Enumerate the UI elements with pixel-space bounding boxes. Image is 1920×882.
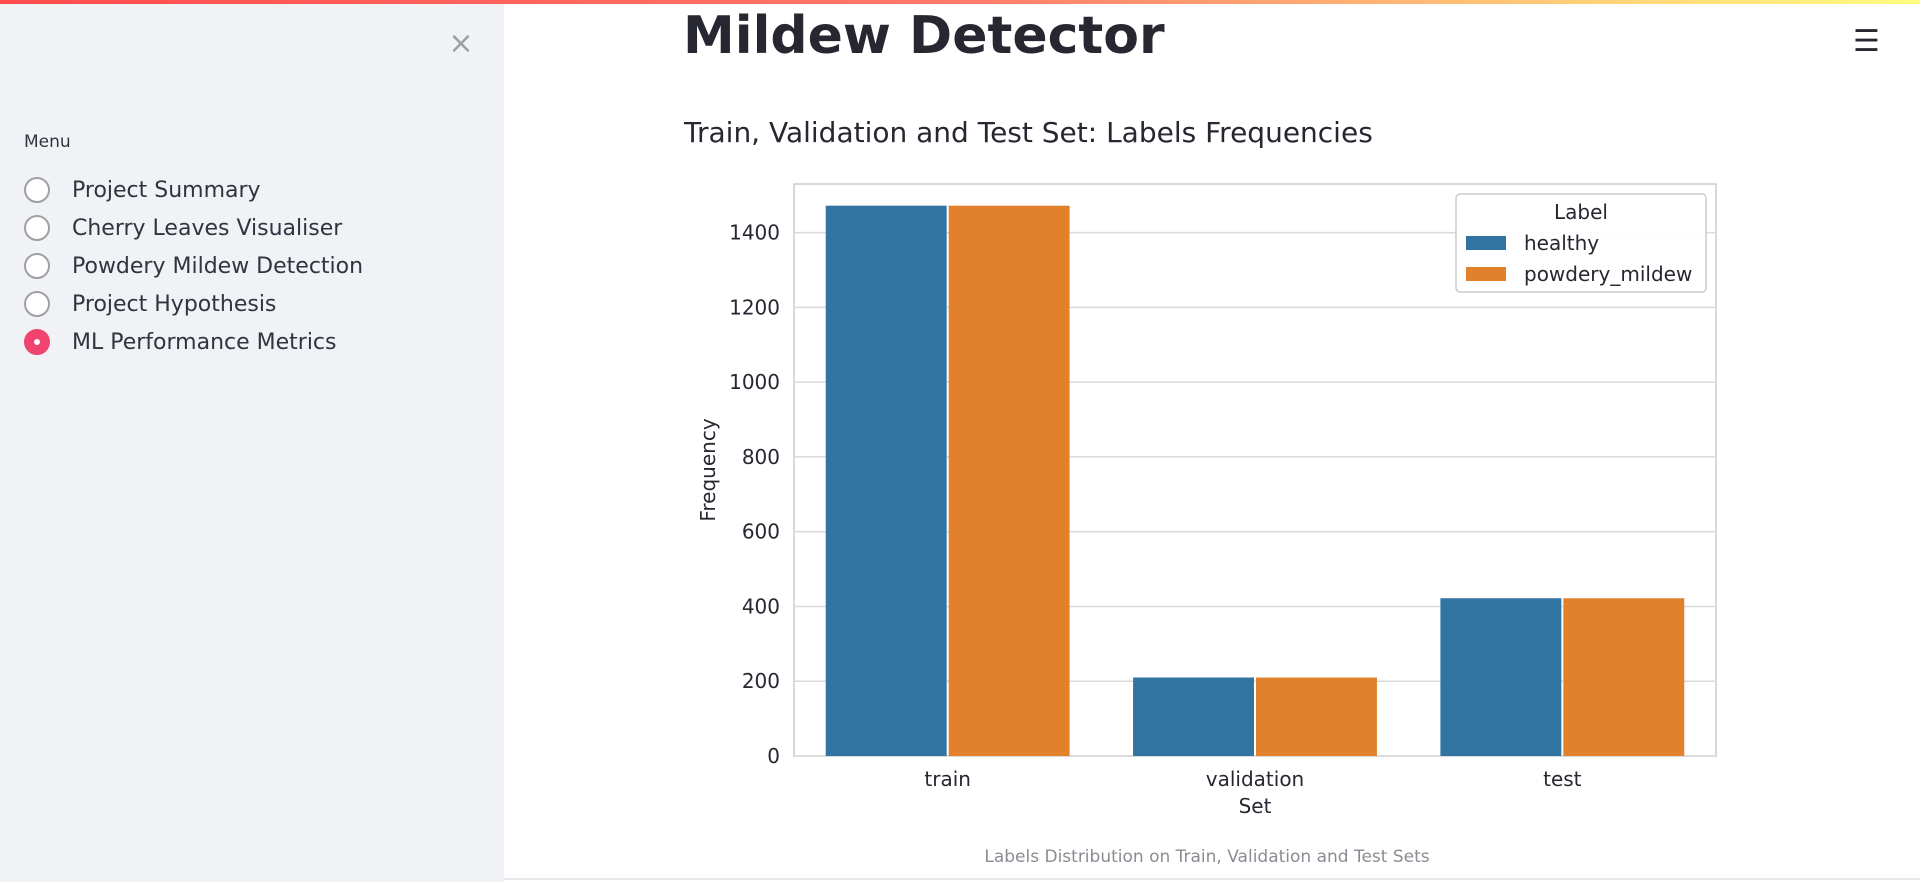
bar-healthy-test [1440, 598, 1562, 756]
radio-label: Powdery Mildew Detection [72, 253, 364, 279]
radio-label: Project Hypothesis [72, 291, 277, 317]
bar-powdery-mildew-test [1563, 598, 1685, 756]
y-tick-label: 600 [742, 520, 780, 544]
radio-label: ML Performance Metrics [72, 329, 337, 355]
close-icon[interactable]: × [448, 26, 474, 61]
y-tick-label: 1400 [729, 221, 780, 245]
sidebar: × Menu Project Summary Cherry Leaves Vis… [0, 4, 504, 882]
section-subheader: Train, Validation and Test Set: Labels F… [684, 116, 1373, 149]
bar-powdery-mildew-validation [1256, 677, 1377, 756]
radio-button-selected-icon[interactable] [24, 329, 50, 355]
y-tick-label: 0 [767, 744, 780, 768]
bottom-divider [504, 878, 1920, 880]
legend-swatch-healthy [1466, 236, 1506, 250]
radio-button-icon[interactable] [24, 215, 50, 241]
bar-powdery-mildew-train [948, 205, 1070, 756]
menu-radio-group: Project Summary Cherry Leaves Visualiser… [24, 171, 363, 361]
legend-label: powdery_mildew [1524, 262, 1692, 286]
labels-frequency-bar-chart: 0 200 400 600 800 1000 1200 1400 train validation… [696, 183, 1717, 818]
radio-powdery-mildew-detection[interactable]: Powdery Mildew Detection [24, 247, 363, 285]
legend-label: healthy [1524, 231, 1599, 255]
y-tick-label: 200 [742, 669, 780, 693]
radio-cherry-leaves-visualiser[interactable]: Cherry Leaves Visualiser [24, 209, 363, 247]
radio-button-icon[interactable] [24, 291, 50, 317]
radio-button-icon[interactable] [24, 177, 50, 203]
legend-swatch-powdery-mildew [1466, 267, 1506, 281]
radio-project-summary[interactable]: Project Summary [24, 171, 363, 209]
y-tick-label: 400 [742, 594, 780, 618]
radio-label: Cherry Leaves Visualiser [72, 215, 343, 241]
x-tick-label: validation [1206, 767, 1304, 791]
top-decoration-bar [0, 0, 1920, 4]
chart-caption: Labels Distribution on Train, Validation… [984, 847, 1430, 867]
radio-ml-performance-metrics[interactable]: ML Performance Metrics [24, 323, 363, 361]
page-title: Mildew Detector [683, 6, 1165, 66]
radio-label: Project Summary [72, 177, 261, 203]
y-axis-label: Frequency [696, 418, 720, 521]
x-tick-label: train [924, 767, 971, 791]
radio-button-icon[interactable] [24, 253, 50, 279]
radio-project-hypothesis[interactable]: Project Hypothesis [24, 285, 363, 323]
legend-title: Label [1554, 200, 1608, 224]
x-tick-label: test [1543, 767, 1582, 791]
hamburger-menu-icon[interactable]: ☰ [1853, 24, 1880, 59]
y-tick-label: 1200 [729, 295, 780, 319]
y-tick-label: 1000 [729, 370, 780, 394]
legend-box [1455, 193, 1707, 293]
bar-healthy-train [825, 205, 947, 756]
bar-healthy-validation [1133, 677, 1254, 756]
x-axis-label: Set [1239, 794, 1272, 818]
y-tick-label: 800 [742, 445, 780, 469]
menu-label: Menu [24, 132, 71, 152]
